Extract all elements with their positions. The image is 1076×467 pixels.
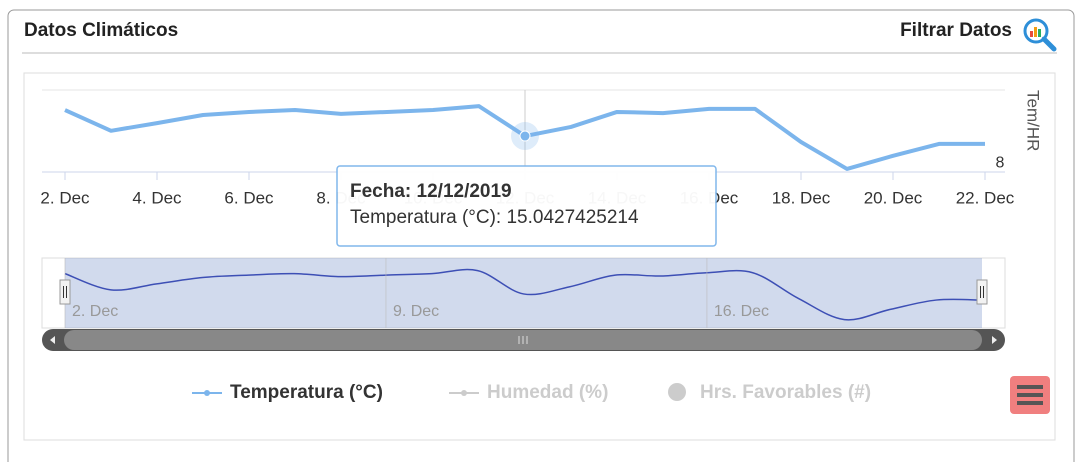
x-tick-label: 22. Dec [956, 188, 1015, 207]
x-tick-label: 18. Dec [772, 188, 831, 207]
x-tick-label: 6. Dec [224, 188, 274, 207]
y-tick-label: 8 [996, 154, 1005, 171]
filter-link[interactable]: Filtrar Datos [900, 20, 1012, 41]
hover-point [519, 130, 531, 142]
panel-title: Datos Climáticos [24, 20, 178, 41]
tooltip-date-label: Fecha: [350, 181, 411, 202]
x-tick-label: 2. Dec [40, 188, 90, 207]
navigator-label: 2. Dec [72, 303, 118, 320]
tooltip-value-label: Temperatura (°C): [350, 207, 501, 228]
legend-symbol [668, 383, 686, 401]
y-axis-label: Tem/HR [1024, 90, 1043, 151]
navigator-bg [41, 257, 1006, 329]
menu-button[interactable] [1010, 376, 1050, 414]
legend-symbol [461, 390, 467, 396]
legend-label[interactable]: Temperatura (°C) [230, 382, 383, 403]
filter-icon[interactable] [1023, 18, 1057, 52]
scroll-right [992, 336, 997, 344]
legend-label[interactable]: Humedad (%) [487, 382, 608, 403]
tooltip-date-value: 12/12/2019 [417, 181, 512, 202]
navigator-line [64, 268, 983, 321]
tooltip-date: Fecha: 12/12/2019 [350, 181, 512, 202]
scroll-left [50, 336, 55, 344]
tooltip-box [336, 165, 717, 247]
x-tick-label: 4. Dec [132, 188, 182, 207]
navigator-label: 9. Dec [393, 303, 439, 320]
navigator-handle[interactable] [59, 279, 71, 305]
legend-label[interactable]: Hrs. Favorables (#) [700, 382, 871, 403]
tooltip-value: Temperatura (°C): 15.0427425214 [350, 207, 639, 228]
navigator-handle[interactable] [976, 279, 988, 305]
x-tick-label: 20. Dec [864, 188, 923, 207]
tooltip-value-number: 15.0427425214 [506, 207, 639, 228]
navigator-label: 16. Dec [714, 303, 769, 320]
navigator-mask [65, 258, 982, 328]
legend-symbol [204, 390, 210, 396]
